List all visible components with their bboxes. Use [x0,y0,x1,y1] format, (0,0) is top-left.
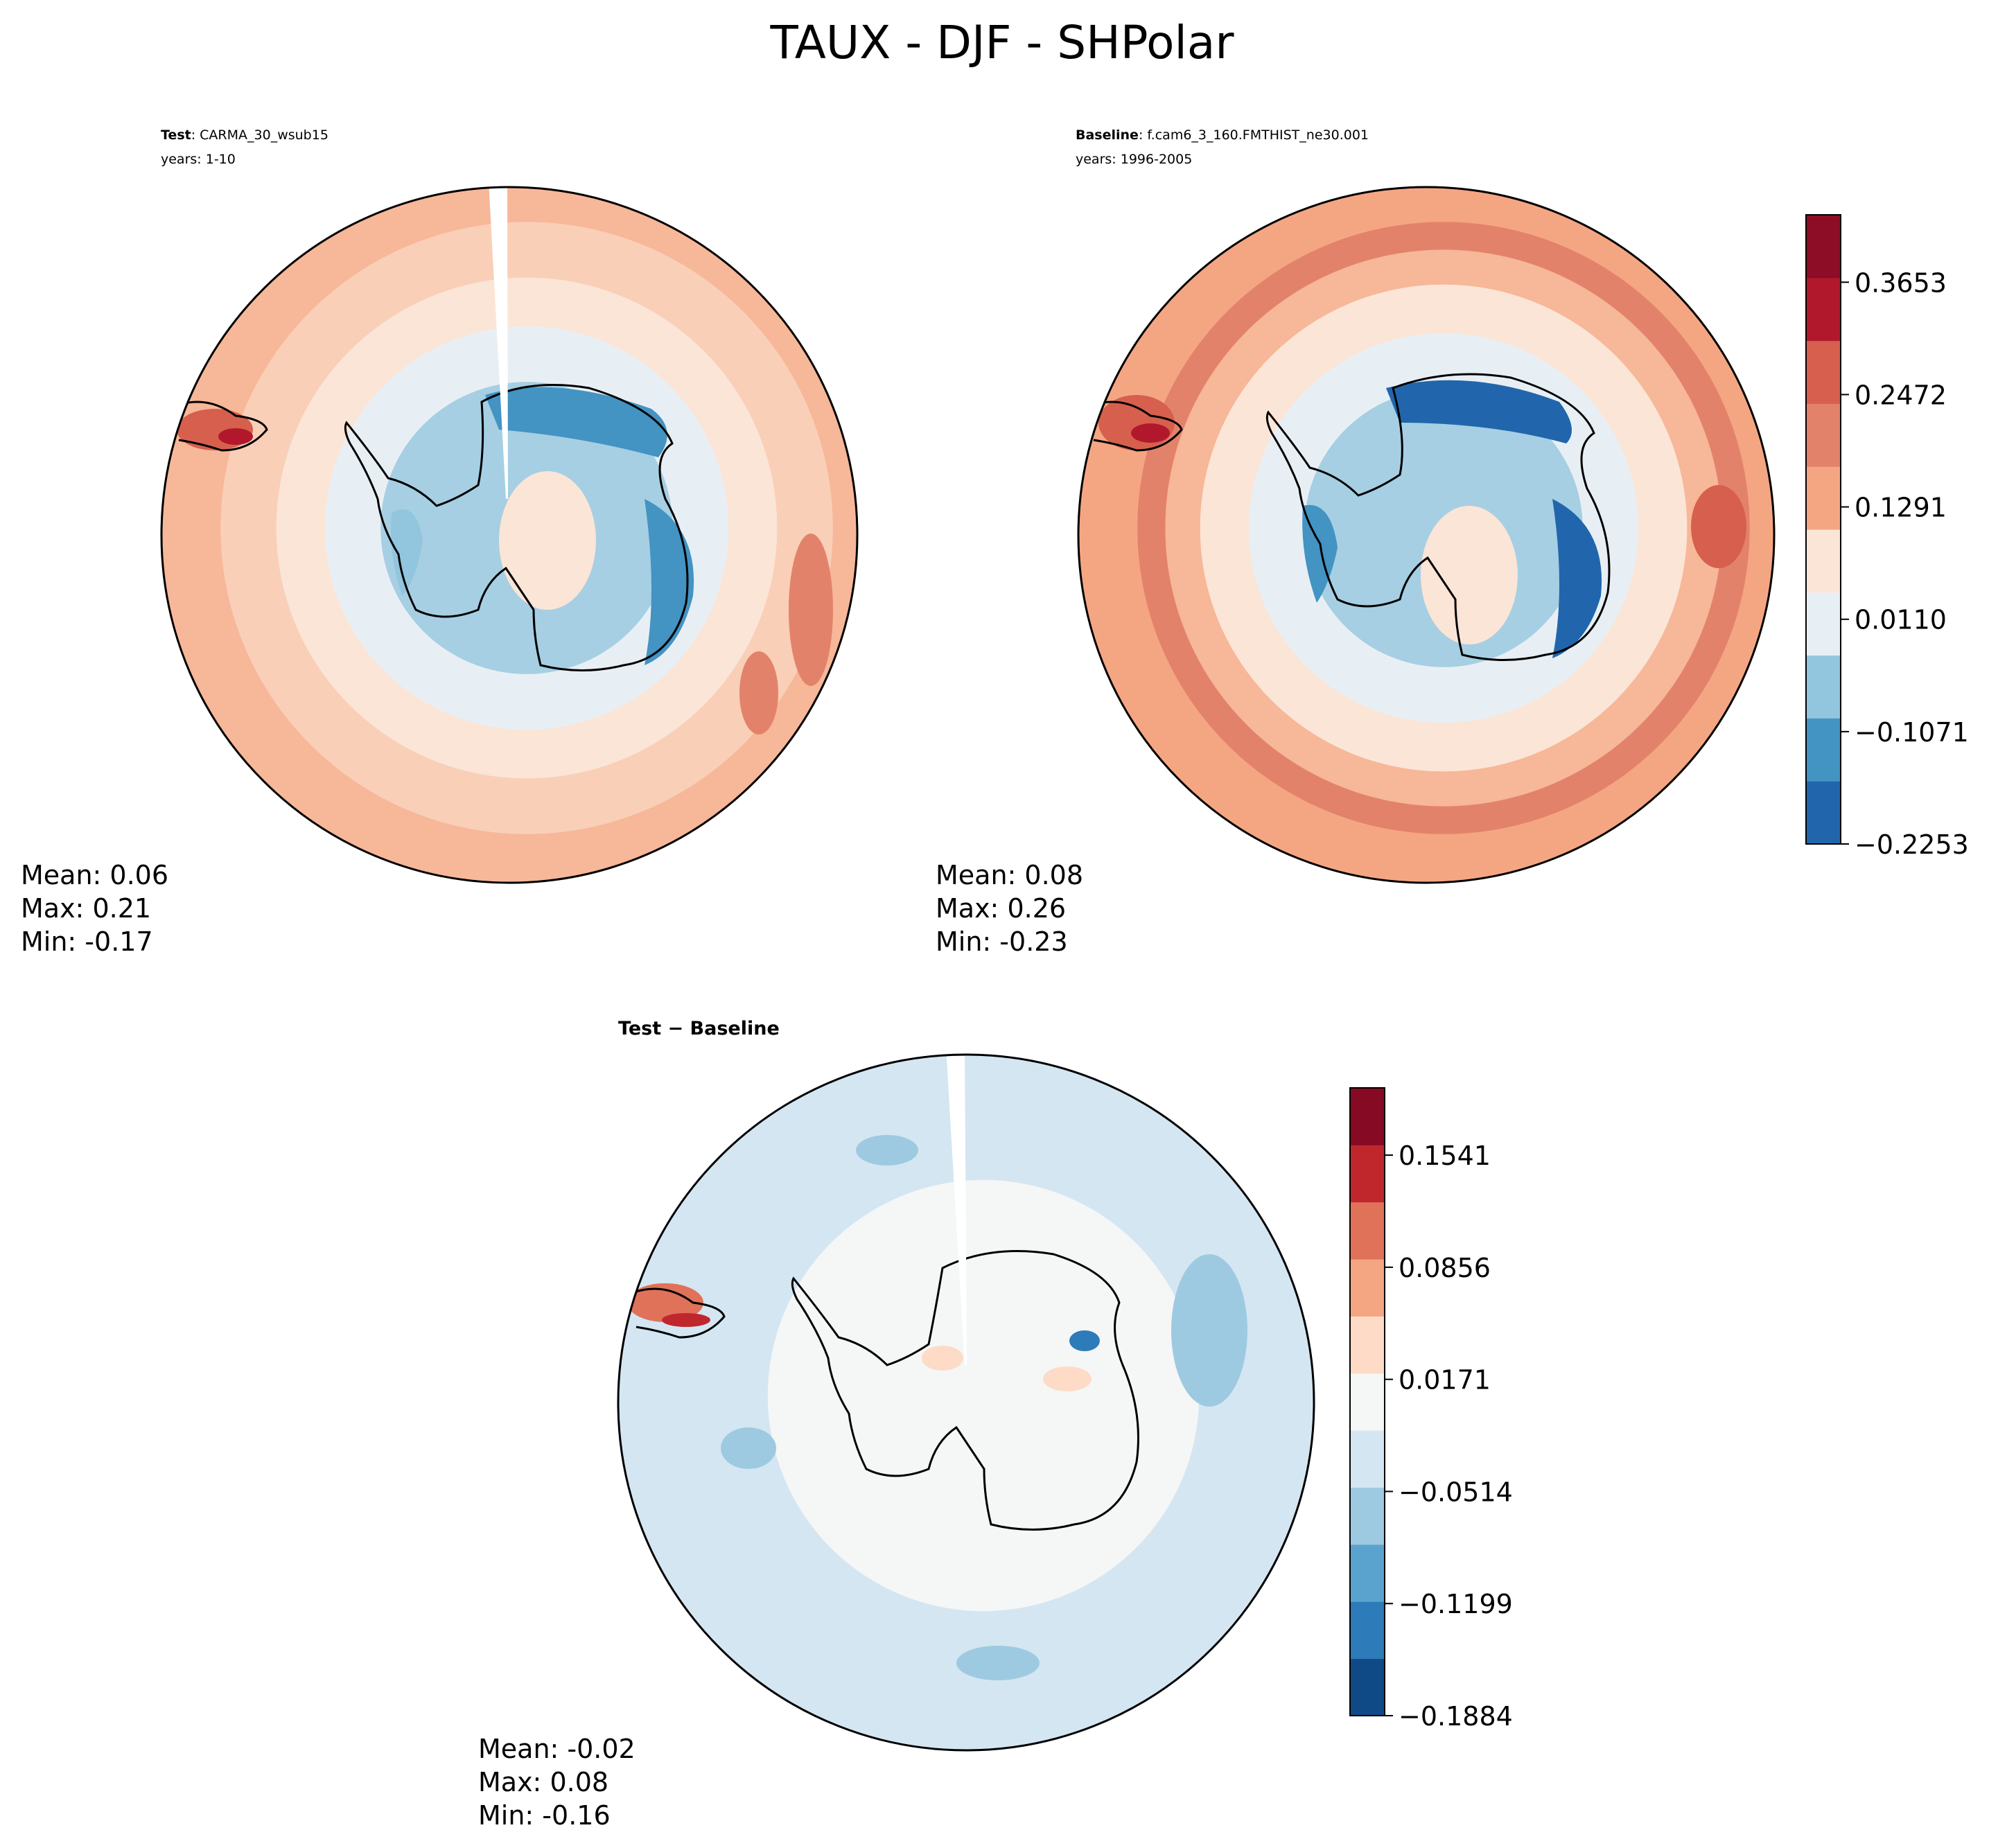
panel-test-subtitle-rest: : CARMA_30_wsub15 [191,127,328,143]
panel-diff-coastline [791,1250,1139,1531]
colorbar-tick-label: 0.0856 [1399,1253,1491,1283]
panel-diff-mean: Mean: -0.02 [478,1734,636,1764]
panel-baseline: Baseline: f.cam6_3_160.FMTHIST_ne30.001 … [936,127,1969,957]
colorbar-segment [1806,466,1841,530]
panel-baseline-years: years: 1996-2005 [1076,152,1192,167]
panel-test-boundary [160,186,859,884]
colorbar-segment [1350,1487,1385,1545]
panel-diff-contour-patch [1171,1254,1247,1407]
panel-test-contour-patch [391,509,423,596]
colorbar-segment [1806,340,1841,404]
panel-baseline-contour-patch [1421,506,1518,644]
panel-test-coastline [344,384,689,671]
panel-test-contour-patch [789,534,833,686]
panel-test-contour-patch [499,471,596,610]
panel-diff-map [618,1055,1314,1750]
colorbar-segment [1350,1658,1385,1716]
panel-diff-max: Max: 0.08 [478,1767,608,1797]
panel-baseline-contour-patch [1691,485,1746,568]
colorbar-tick-label: 0.1291 [1855,493,1947,523]
colorbar-segment [1350,1373,1385,1431]
panel-baseline-subtitle-rest: : f.cam6_3_160.FMTHIST_ne30.001 [1139,127,1369,143]
panel-test: Test: CARMA_30_wsub15 years: 1-10 Mean: … [21,127,859,957]
contour-band [767,1179,1200,1612]
colorbar-tick-label: −0.1884 [1399,1701,1513,1732]
panel-diff-contour-patch [627,1283,703,1322]
panel-test-map [161,187,857,883]
panel-test-years: years: 1-10 [161,152,236,167]
panel-baseline-map [1078,187,1774,883]
panel-baseline-contour-patch [1552,499,1602,658]
panel-test-mean: Mean: 0.06 [21,860,168,890]
colorbar-tick-label: −0.2253 [1855,829,1969,860]
colorbar-tick-label: −0.1071 [1855,717,1969,748]
panel-diff-min: Min: -0.16 [478,1800,611,1831]
colorbar-tick-label: 0.2472 [1855,380,1947,410]
colorbar-segment [1806,277,1841,342]
panel-test-seam [489,187,508,499]
colorbar-frame [1349,1087,1385,1716]
panel-test-subtitle: Test: CARMA_30_wsub15 [161,127,328,143]
colorbar-segment [1350,1544,1385,1602]
colorbar-tick-label: −0.0514 [1399,1477,1513,1507]
colorbar-tick-label: 0.3653 [1855,267,1947,298]
colorbar-segment [1806,529,1841,593]
panel-diff-subtitle: Test − Baseline [618,1018,780,1039]
panel-test-contour-patch [739,651,778,734]
panel-diff-contour-patch [721,1427,776,1469]
panel-test-subtitle-bold: Test [161,127,191,143]
panel-diff-contour-patch [1043,1366,1092,1391]
panel-baseline-max: Max: 0.26 [936,893,1066,924]
panel-diff-seam [946,1055,967,1365]
colorbar-tick-label: 0.0171 [1399,1365,1491,1396]
colorbar-segment [1806,592,1841,656]
colorbar-segment [1806,215,1841,279]
panel-baseline-contour-patch [1131,423,1170,443]
panel-test-contour-patch [218,428,253,445]
colorbar-segment [1806,718,1841,782]
panel-baseline-boundary [1077,186,1776,884]
colorbar-segment [1350,1145,1385,1203]
panel-baseline-subtitle-bold: Baseline [1076,127,1139,143]
panel-diff-contour-patch [1069,1330,1100,1351]
panel-diff-contour-patch [856,1135,918,1165]
colorbar-tick-label: −0.1199 [1399,1589,1513,1619]
panel-test-min: Min: -0.17 [21,926,153,957]
colorbar-tick-label: 0.1541 [1399,1141,1491,1171]
panel-test-max: Max: 0.21 [21,893,151,924]
panel-baseline-contour-patch [1386,380,1572,443]
panel-baseline-coastline [1091,401,1183,452]
colorbar-segment [1350,1430,1385,1488]
colorbar-segment [1350,1259,1385,1317]
figure-title: TAUX - DJF - SHPolar [770,16,1235,69]
panel-test-coastline [176,401,268,452]
colorbar-segment [1806,403,1841,467]
panel-baseline-subtitle: Baseline: f.cam6_3_160.FMTHIST_ne30.001 [1076,127,1369,143]
panel-baseline-mean: Mean: 0.08 [936,860,1083,890]
panel-diff-coastline [633,1287,726,1339]
colorbar-segment [1350,1601,1385,1660]
panel-diff-contour-patch [662,1313,710,1327]
colorbar-segment [1806,655,1841,719]
colorbar-segment [1350,1088,1385,1145]
panel-baseline-min: Min: -0.23 [936,926,1068,957]
colorbar-segment [1350,1316,1385,1374]
colorbar-frame [1805,214,1841,845]
panel-diff: Test − Baseline Mean: -0.02 Max: 0.08 Mi… [478,1018,1513,1831]
panel-diff-boundary [617,1053,1315,1752]
panel-baseline-contours [1078,187,1774,883]
panel-test-contour-patch [485,387,667,457]
colorbar-tick-label: 0.0110 [1855,605,1947,635]
panel-diff-contour-patch [922,1346,963,1371]
colorbar-diff: 0.1541 0.0856 0.0171 −0.0514 −0.1199 −0.1884 [1349,1087,1513,1732]
panel-diff-contours [618,1055,1314,1750]
panel-diff-contour-patch [956,1646,1040,1680]
panel-baseline-coastline [1265,373,1611,661]
colorbar-main: 0.3653 0.2472 0.1291 0.0110 −0.1071 −0.2253 [1805,214,1969,860]
colorbar-segment [1350,1202,1385,1260]
colorbar-segment [1806,781,1841,845]
